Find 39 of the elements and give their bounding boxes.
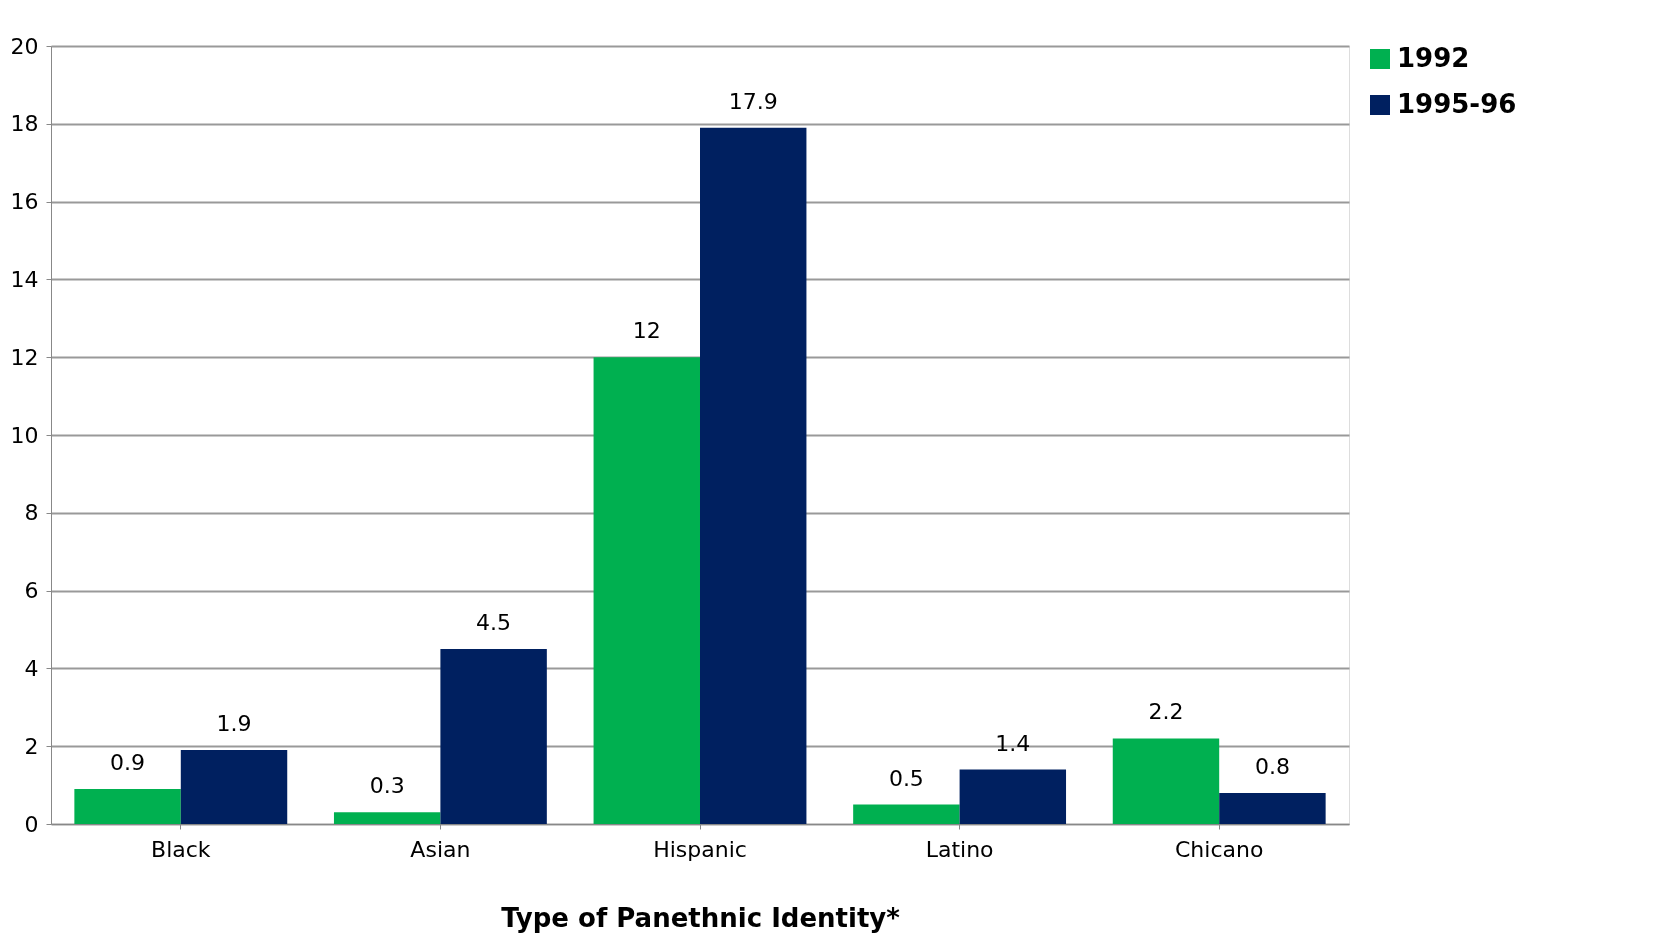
data-label: 1.4 [995,730,1031,756]
legend-label: 1992 [1397,43,1470,73]
data-label: 0.9 [110,749,146,775]
bar [180,750,288,824]
y-tick-label: 14 [10,266,39,292]
data-label: 0.5 [888,765,924,791]
y-tick-label: 8 [24,500,39,526]
data-label: 2.2 [1148,699,1184,725]
y-tick-label: 10 [10,422,39,448]
x-tick-label: Chicano [1175,836,1264,862]
legend-label: 1995-96 [1397,89,1517,119]
x-axis-title: Type of Panethnic Identity* [501,902,901,933]
data-label: 4.5 [476,609,512,635]
data-label: 0.8 [1254,753,1290,779]
bar [593,357,700,824]
bar [700,127,807,824]
bar [74,788,181,824]
data-label: 0.3 [369,773,405,799]
x-tick-label: Black [151,836,211,862]
x-tick-label: Asian [410,836,471,862]
bar [853,804,960,824]
y-tick-label: 6 [24,578,39,604]
x-tick-label: Latino [925,836,994,862]
y-tick-label: 16 [10,189,39,215]
y-tick-label: 0 [24,811,39,837]
y-tick-label: 4 [24,655,39,681]
data-label: 12 [632,318,661,344]
y-tick-label: 2 [24,733,39,759]
bar [1219,792,1326,824]
y-tick-label: 18 [10,111,39,137]
bar [959,769,1067,824]
data-label: 1.9 [216,711,252,737]
x-tick-label: Hispanic [653,836,747,862]
y-tick-label: 20 [10,33,39,59]
data-label: 17.9 [728,88,778,114]
y-tick-label: 12 [10,344,39,370]
bar [440,648,547,824]
bar [333,812,441,824]
bar [1112,738,1220,824]
